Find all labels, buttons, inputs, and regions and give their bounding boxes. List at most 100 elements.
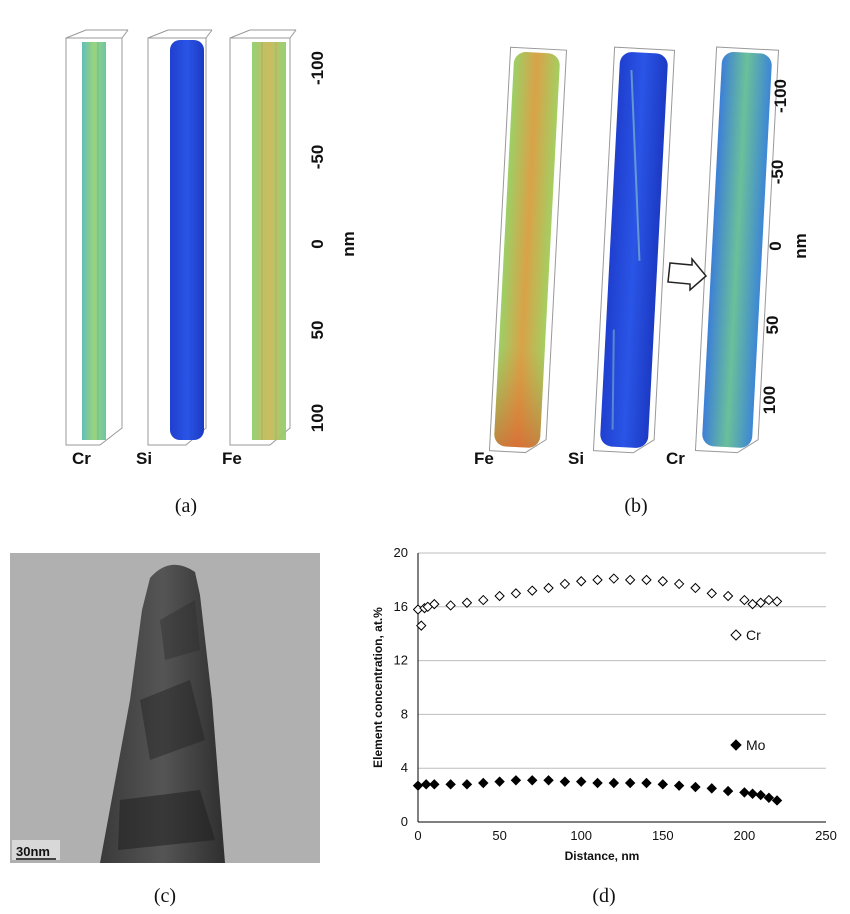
si-column-a (147, 29, 213, 446)
cr-data-point (510, 588, 522, 599)
axis-tick-b-5: 100 (760, 386, 779, 414)
fe-column-b (488, 46, 568, 454)
caption-c: (c) (154, 885, 176, 907)
mo-data-point (690, 781, 701, 793)
y-axis-title: Element concentration, at.% (371, 607, 385, 768)
x-tick-label: 50 (492, 828, 506, 843)
mo-data-point (722, 785, 734, 797)
cr-data-point (722, 590, 734, 602)
mo-data-point (641, 777, 652, 789)
x-tick-label: 200 (734, 828, 756, 843)
cr-data-point (657, 576, 669, 587)
cr-data-point (771, 596, 783, 607)
axis-tick-a-5: 100 (308, 404, 327, 432)
mo-data-point (739, 787, 750, 798)
mo-data-point (445, 779, 456, 790)
si-column-b (592, 46, 676, 454)
cr-label-a: Cr (72, 449, 91, 468)
mo-data-point (763, 792, 775, 803)
y-tick-label: 20 (394, 545, 408, 560)
cr-data-point (641, 574, 652, 586)
caption-b: (b) (624, 495, 647, 517)
mo-data-point (510, 775, 522, 786)
caption-a: (a) (175, 495, 197, 517)
cr-data-point (673, 578, 685, 590)
cr-data-point (755, 597, 766, 608)
y-tick-label: 16 (394, 599, 408, 614)
cr-data-point (690, 582, 701, 594)
panel-b: Fe Si Cr -100 -50 0 50 100 nm (b) (474, 46, 810, 517)
cr-data-point (763, 594, 775, 606)
axis-tick-b-3: 0 (766, 241, 785, 250)
x-tick-label: 150 (652, 828, 674, 843)
mo-data-point (608, 777, 620, 789)
cr-data-point (445, 600, 456, 611)
axis-unit-a: nm (339, 231, 358, 257)
y-tick-label: 4 (401, 760, 408, 775)
cr-column-b (694, 46, 780, 454)
cr-data-point (461, 597, 473, 608)
mo-data-point (706, 783, 717, 794)
cr-data-point (416, 620, 427, 631)
y-tick-label: 8 (401, 706, 408, 721)
mo-data-point (412, 780, 424, 791)
cr-column-a (65, 29, 129, 446)
scale-bar-label: 30nm (16, 844, 50, 859)
cr-data-point (478, 594, 489, 606)
cr-data-point (429, 598, 440, 610)
mo-data-point (559, 776, 571, 787)
mo-data-point (527, 775, 538, 786)
needle-tip (100, 564, 225, 863)
x-tick-label: 250 (815, 828, 837, 843)
mo-data-point (494, 776, 505, 787)
caption-d: (d) (592, 885, 615, 907)
cr-data-point (592, 574, 603, 586)
fe-label-a: Fe (222, 449, 242, 468)
mo-data-point (461, 779, 473, 790)
mo-data-point (657, 779, 669, 790)
cr-label-b: Cr (666, 449, 685, 468)
panel-a: Cr Si Fe -100 -50 0 50 100 nm (a) (65, 29, 358, 517)
cr-data-point (575, 576, 587, 587)
axis-tick-a-3: 0 (308, 239, 327, 248)
axis-tick-b-1: -100 (771, 79, 790, 113)
x-tick-label: 0 (414, 828, 421, 843)
legend-label-cr: Cr (746, 627, 761, 643)
axis-tick-b-4: 50 (763, 316, 782, 335)
axis-tick-a-1: -100 (308, 51, 327, 85)
cr-data-point (543, 582, 554, 594)
cr-data-point (747, 598, 758, 610)
axis-unit-b: nm (791, 233, 810, 259)
fe-column-a (229, 29, 297, 446)
cr-data-point (706, 588, 717, 599)
legend-marker-mo (730, 739, 742, 751)
y-tick-label: 0 (401, 814, 408, 829)
cr-data-point (559, 578, 571, 590)
legend-marker-cr (730, 629, 742, 641)
mo-data-point (592, 777, 603, 789)
cr-data-point (608, 573, 620, 584)
y-tick-label: 12 (394, 653, 408, 668)
mo-data-point (624, 777, 636, 789)
mo-data-point (771, 795, 783, 806)
legend-label-mo: Mo (746, 737, 766, 753)
mo-data-point (755, 789, 766, 801)
x-axis-title: Distance, nm (565, 849, 640, 863)
mo-data-point (543, 775, 554, 786)
arrow-icon (667, 256, 708, 292)
panel-c: 30nm (c) (10, 553, 320, 907)
si-label-b: Si (568, 449, 584, 468)
axis-tick-b-2: -50 (768, 160, 787, 185)
mo-data-point (429, 779, 440, 790)
axis-tick-a-2: -50 (308, 145, 327, 170)
mo-data-point (420, 779, 432, 790)
mo-data-point (673, 780, 685, 791)
fe-label-b: Fe (474, 449, 494, 468)
cr-data-point (494, 590, 505, 602)
cr-data-point (739, 594, 750, 606)
mo-data-point (575, 776, 587, 787)
x-tick-label: 100 (570, 828, 592, 843)
mo-data-point (478, 777, 489, 789)
